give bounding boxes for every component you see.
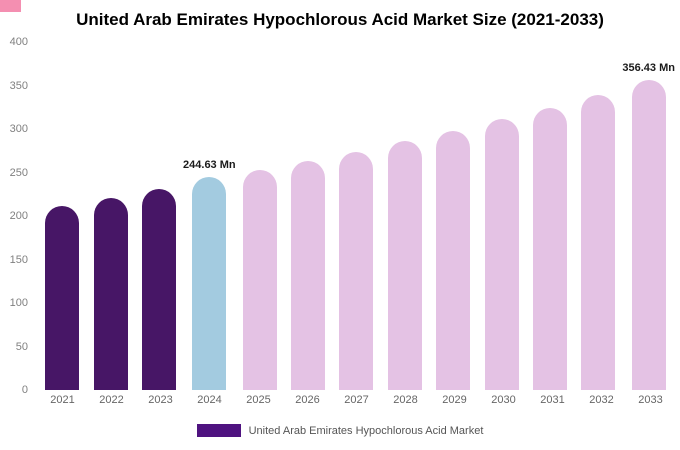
bars-container: 244.63 Mn 356.43 Mn: [38, 42, 675, 390]
y-tick-label: 50: [15, 340, 28, 353]
bar-group-2023: [135, 42, 183, 390]
x-tick-label: 2033: [638, 394, 663, 406]
x-tick-label: 2026: [295, 394, 320, 406]
bar-group-2033: 356.43 Mn: [622, 42, 675, 390]
bar-2029[interactable]: [436, 130, 471, 390]
y-tick-label: 250: [9, 166, 28, 179]
bar-2021[interactable]: [45, 206, 80, 390]
y-tick-label: 400: [9, 36, 28, 48]
bar-value-label: 356.43 Mn: [622, 61, 675, 74]
bar-group-2026: [284, 42, 332, 390]
y-tick-label: 100: [9, 297, 28, 309]
x-tick-label: 2022: [99, 394, 124, 406]
bar-2022[interactable]: [93, 197, 128, 390]
bar-2031[interactable]: [532, 108, 567, 390]
y-tick-label: 0: [21, 384, 28, 396]
bar-group-2027: [332, 42, 380, 390]
bar-group-2025: [236, 42, 284, 390]
bar-value-label: 244.63 Mn: [183, 159, 236, 172]
legend-swatch: [196, 424, 241, 437]
bar-group-2021: [38, 42, 86, 390]
legend[interactable]: United Arab Emirates Hypochlorous Acid M…: [0, 424, 680, 437]
x-tick-label: 2031: [540, 394, 565, 406]
x-tick-label: 2028: [393, 394, 418, 406]
x-tick-label: 2024: [197, 394, 222, 406]
bar-2023[interactable]: [141, 189, 176, 390]
y-tick-label: 350: [9, 79, 28, 92]
bar-group-2030: [477, 42, 525, 390]
bar-group-2031: [526, 42, 574, 390]
x-tick-label: 2021: [50, 394, 75, 406]
y-axis: 0 50 100 150 200 250 300 350 400: [0, 36, 32, 396]
bar-2028[interactable]: [387, 141, 422, 390]
bar-group-2029: [429, 42, 477, 390]
y-tick-label: 150: [9, 253, 28, 266]
bar-2032[interactable]: [581, 95, 616, 390]
bar-2024[interactable]: [192, 177, 227, 390]
y-tick-label: 200: [9, 210, 28, 222]
bar-group-2024: 244.63 Mn: [183, 42, 236, 390]
x-tick-label: 2025: [246, 394, 271, 406]
bar-2025[interactable]: [242, 169, 277, 390]
x-tick-label: 2030: [491, 394, 516, 406]
plot-area: 244.63 Mn 356.43 Mn: [38, 42, 675, 390]
x-tick-label: 2023: [148, 394, 173, 406]
x-axis: 2021 2022 2023 2024 2025 2026 2027 2028 2029 2030…: [38, 394, 675, 406]
bar-group-2032: [574, 42, 622, 390]
y-tick-label: 300: [9, 123, 28, 135]
bar-group-2028: [381, 42, 429, 390]
bar-group-2022: [86, 42, 134, 390]
bar-2033[interactable]: [631, 79, 666, 390]
bar-2030[interactable]: [484, 119, 519, 390]
x-tick-label: 2029: [442, 394, 467, 406]
x-tick-label: 2032: [589, 394, 614, 406]
bar-2026[interactable]: [291, 161, 326, 390]
x-tick-label: 2027: [344, 394, 369, 406]
legend-label: United Arab Emirates Hypochlorous Acid M…: [248, 424, 484, 437]
chart-title: United Arab Emirates Hypochlorous Acid M…: [76, 10, 604, 29]
corner-accent-decoration: [0, 0, 21, 12]
bar-2027[interactable]: [339, 151, 374, 390]
